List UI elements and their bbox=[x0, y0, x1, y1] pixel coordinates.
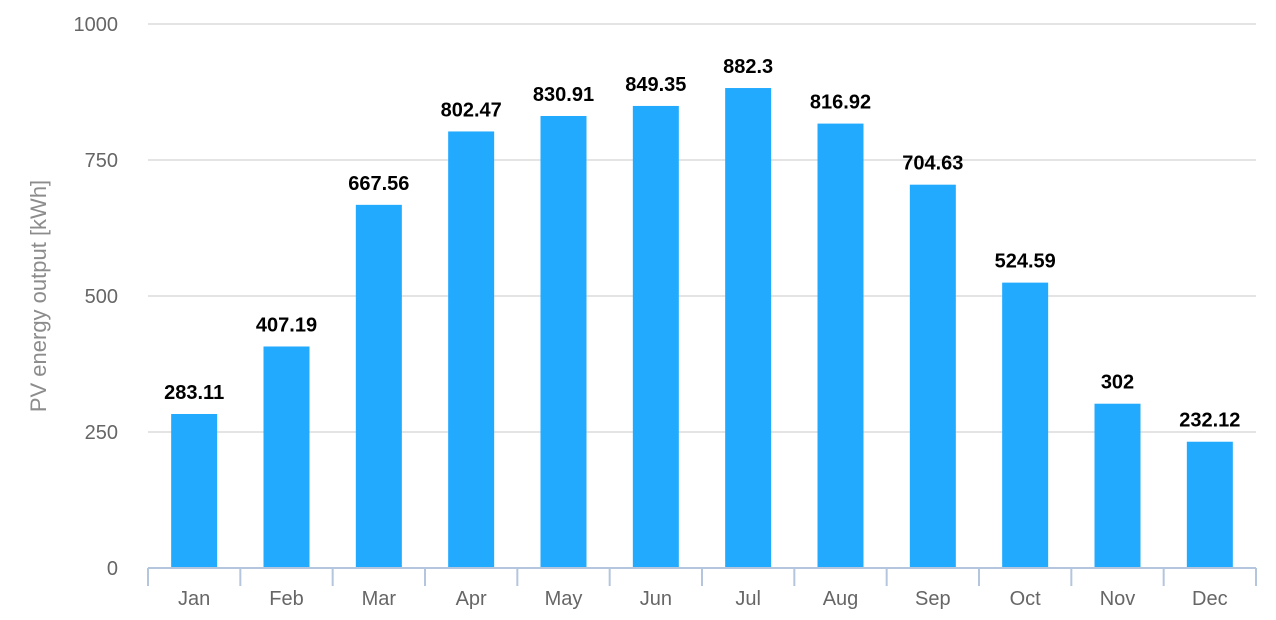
bar-dec bbox=[1186, 441, 1233, 568]
x-tick-label: Aug bbox=[823, 588, 859, 610]
bar-jul bbox=[725, 88, 772, 568]
y-tick-label: 1000 bbox=[74, 14, 119, 36]
data-label: 524.59 bbox=[995, 251, 1056, 273]
x-tick-label: Oct bbox=[1010, 588, 1042, 610]
y-tick-label: 750 bbox=[85, 150, 118, 172]
data-label: 849.35 bbox=[625, 74, 686, 96]
y-axis-title: PV energy output [kWh] bbox=[26, 180, 51, 412]
y-axis-ticks: 0 250 500 750 1000 bbox=[74, 14, 119, 580]
bar-may bbox=[540, 115, 587, 569]
x-tick-label: Jun bbox=[640, 588, 672, 610]
y-tick-label: 500 bbox=[85, 286, 118, 308]
x-tick-label: Sep bbox=[915, 588, 951, 610]
x-tick-label: Mar bbox=[362, 588, 397, 610]
x-tick-label: Jan bbox=[178, 588, 210, 610]
x-tick-label: Dec bbox=[1192, 588, 1228, 610]
data-label: 816.92 bbox=[810, 92, 871, 114]
data-labels: 283.11 407.19 667.56 802.47 830.91 849.35 882.… bbox=[164, 56, 1240, 432]
data-label: 283.11 bbox=[164, 382, 224, 404]
data-label: 302 bbox=[1101, 372, 1134, 394]
x-tick-label: Jul bbox=[735, 588, 761, 610]
x-axis: Jan Feb Mar Apr May Jun Jul Aug Sep Oct Nov Dec bbox=[147, 567, 1257, 610]
data-label: 802.47 bbox=[441, 99, 502, 121]
bar-apr bbox=[448, 131, 495, 569]
x-tick-label: May bbox=[545, 588, 583, 610]
x-tick-label: Nov bbox=[1100, 588, 1136, 610]
y-tick-label: 250 bbox=[85, 422, 118, 444]
bars bbox=[171, 88, 1233, 569]
data-label: 232.12 bbox=[1179, 410, 1240, 432]
data-label: 667.56 bbox=[348, 173, 409, 195]
x-tick-label: Apr bbox=[456, 588, 487, 610]
bar-mar bbox=[355, 204, 402, 569]
data-label: 407.19 bbox=[256, 314, 317, 336]
bar-jan bbox=[171, 413, 218, 568]
data-label: 704.63 bbox=[902, 153, 963, 175]
data-label: 830.91 bbox=[533, 84, 594, 106]
y-tick-label: 0 bbox=[107, 558, 118, 580]
bar-sep bbox=[909, 184, 956, 568]
data-label: 882.3 bbox=[723, 56, 773, 78]
grid-lines bbox=[148, 23, 1256, 433]
bar-jun bbox=[632, 105, 679, 568]
bar-oct bbox=[1002, 282, 1049, 568]
bar-nov bbox=[1094, 403, 1141, 568]
bar-aug bbox=[817, 123, 864, 568]
x-tick-label: Feb bbox=[269, 588, 303, 610]
bar-feb bbox=[263, 346, 310, 568]
